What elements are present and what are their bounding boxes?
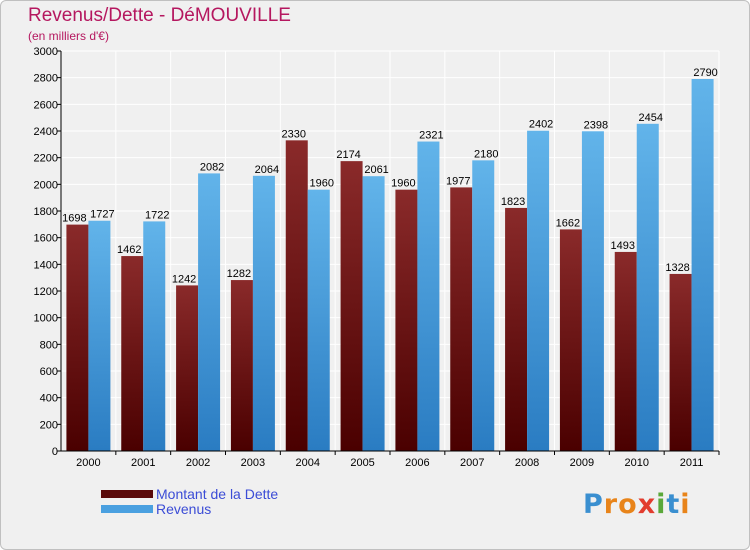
bar-revenue xyxy=(88,220,111,451)
x-tick-label: 2011 xyxy=(680,457,704,469)
bar-revenue xyxy=(307,189,330,451)
data-label: 1960 xyxy=(391,178,415,190)
legend-swatch-debt xyxy=(101,490,153,498)
bar-debt xyxy=(340,161,363,451)
y-tick-label: 2400 xyxy=(34,126,58,138)
x-tick-label: 2006 xyxy=(405,457,429,469)
y-tick-label: 1400 xyxy=(34,259,58,271)
data-label: 1698 xyxy=(62,213,86,225)
y-tick-label: 1000 xyxy=(34,313,58,325)
chart-title: Revenus/Dette - DéMOUVILLE xyxy=(28,5,291,26)
data-label: 1328 xyxy=(665,262,689,274)
data-label: 2174 xyxy=(336,149,360,161)
data-label: 1282 xyxy=(227,268,251,280)
data-label: 2082 xyxy=(200,161,224,173)
data-label: 2454 xyxy=(639,112,663,124)
legend-swatch-revenue xyxy=(101,505,153,513)
bar-debt xyxy=(505,207,528,451)
data-label: 2330 xyxy=(282,128,306,140)
x-tick-label: 2000 xyxy=(76,457,100,469)
bar-revenue xyxy=(417,141,440,452)
bars xyxy=(66,79,714,452)
bar-revenue xyxy=(636,123,659,452)
bar-revenue xyxy=(252,175,275,452)
chart-subtitle: (en milliers d'€) xyxy=(28,29,109,43)
data-label: 1727 xyxy=(90,209,114,221)
data-label: 1662 xyxy=(556,217,580,229)
bar-revenue xyxy=(362,176,385,451)
proxiti-logo: Proxiti xyxy=(583,489,691,520)
bar-debt xyxy=(176,285,199,451)
bar-revenue xyxy=(691,79,714,451)
bar-debt xyxy=(395,189,418,451)
bar-debt xyxy=(669,273,692,451)
data-label: 1960 xyxy=(310,178,334,190)
logo-letter: o xyxy=(618,489,638,520)
grid-lines xyxy=(60,50,720,452)
y-tick-label: 1600 xyxy=(34,233,58,245)
y-tick-label: 200 xyxy=(40,419,58,431)
bar-debt xyxy=(450,187,473,451)
bar-revenue xyxy=(198,173,221,451)
legend-label-revenue: Revenus xyxy=(156,501,212,517)
y-tick-label: 800 xyxy=(40,339,58,351)
bar-debt xyxy=(614,251,637,451)
bar-debt xyxy=(285,140,308,452)
logo-letter: r xyxy=(603,489,619,520)
data-label: 1462 xyxy=(117,244,141,256)
axes: 0 200 400 600 800 1000 1200 1400 1600 1800 2000 220… xyxy=(34,46,720,469)
data-label: 1493 xyxy=(611,240,635,252)
logo-letter: P xyxy=(583,489,604,520)
x-tick-label: 2005 xyxy=(350,457,374,469)
logo-letter: t xyxy=(666,489,681,520)
x-tick-label: 2003 xyxy=(241,457,265,469)
y-tick-label: 400 xyxy=(40,393,58,405)
y-tick-label: 3000 xyxy=(34,46,58,58)
y-tick-label: 2600 xyxy=(34,99,58,111)
x-tick-label: 2007 xyxy=(460,457,484,469)
x-tick-label: 2001 xyxy=(131,457,155,469)
logo-letter: i xyxy=(656,489,667,520)
x-tick-label: 2002 xyxy=(186,457,210,469)
data-label: 1242 xyxy=(172,273,196,285)
data-label: 2402 xyxy=(529,119,553,131)
y-tick-label: 2800 xyxy=(34,73,58,85)
bar-revenue xyxy=(581,131,604,451)
data-label: 2064 xyxy=(255,164,279,176)
data-labels: 1698 1727 1462 1722 1242 2082 1282 2064 2330 1960… xyxy=(62,67,718,285)
x-tick-label: 2004 xyxy=(296,457,320,469)
logo-letter: x xyxy=(637,489,657,520)
bar-debt xyxy=(230,280,253,451)
y-tick-label: 1200 xyxy=(34,286,58,298)
y-tick-label: 0 xyxy=(52,446,58,458)
data-label: 2061 xyxy=(364,164,388,176)
y-tick-label: 600 xyxy=(40,366,58,378)
data-label: 1823 xyxy=(501,196,525,208)
y-tick-label: 2200 xyxy=(34,153,58,165)
data-label: 2321 xyxy=(419,130,443,142)
bar-revenue xyxy=(527,130,550,451)
data-label: 1722 xyxy=(145,209,169,221)
data-label: 2398 xyxy=(584,119,608,131)
bar-revenue xyxy=(472,160,495,452)
data-label: 2180 xyxy=(474,148,498,160)
bar-debt xyxy=(66,224,89,451)
logo-letter: i xyxy=(680,489,691,520)
data-label: 1977 xyxy=(446,175,470,187)
x-tick-label: 2009 xyxy=(570,457,594,469)
bar-debt xyxy=(559,229,582,451)
data-label: 2790 xyxy=(693,67,717,79)
x-tick-label: 2010 xyxy=(625,457,649,469)
legend-label-debt: Montant de la Dette xyxy=(156,486,279,502)
y-tick-label: 2000 xyxy=(34,179,58,191)
bar-revenue xyxy=(143,221,166,451)
y-tick-label: 1800 xyxy=(34,206,58,218)
x-tick-label: 2008 xyxy=(515,457,539,469)
bar-debt xyxy=(121,256,144,451)
